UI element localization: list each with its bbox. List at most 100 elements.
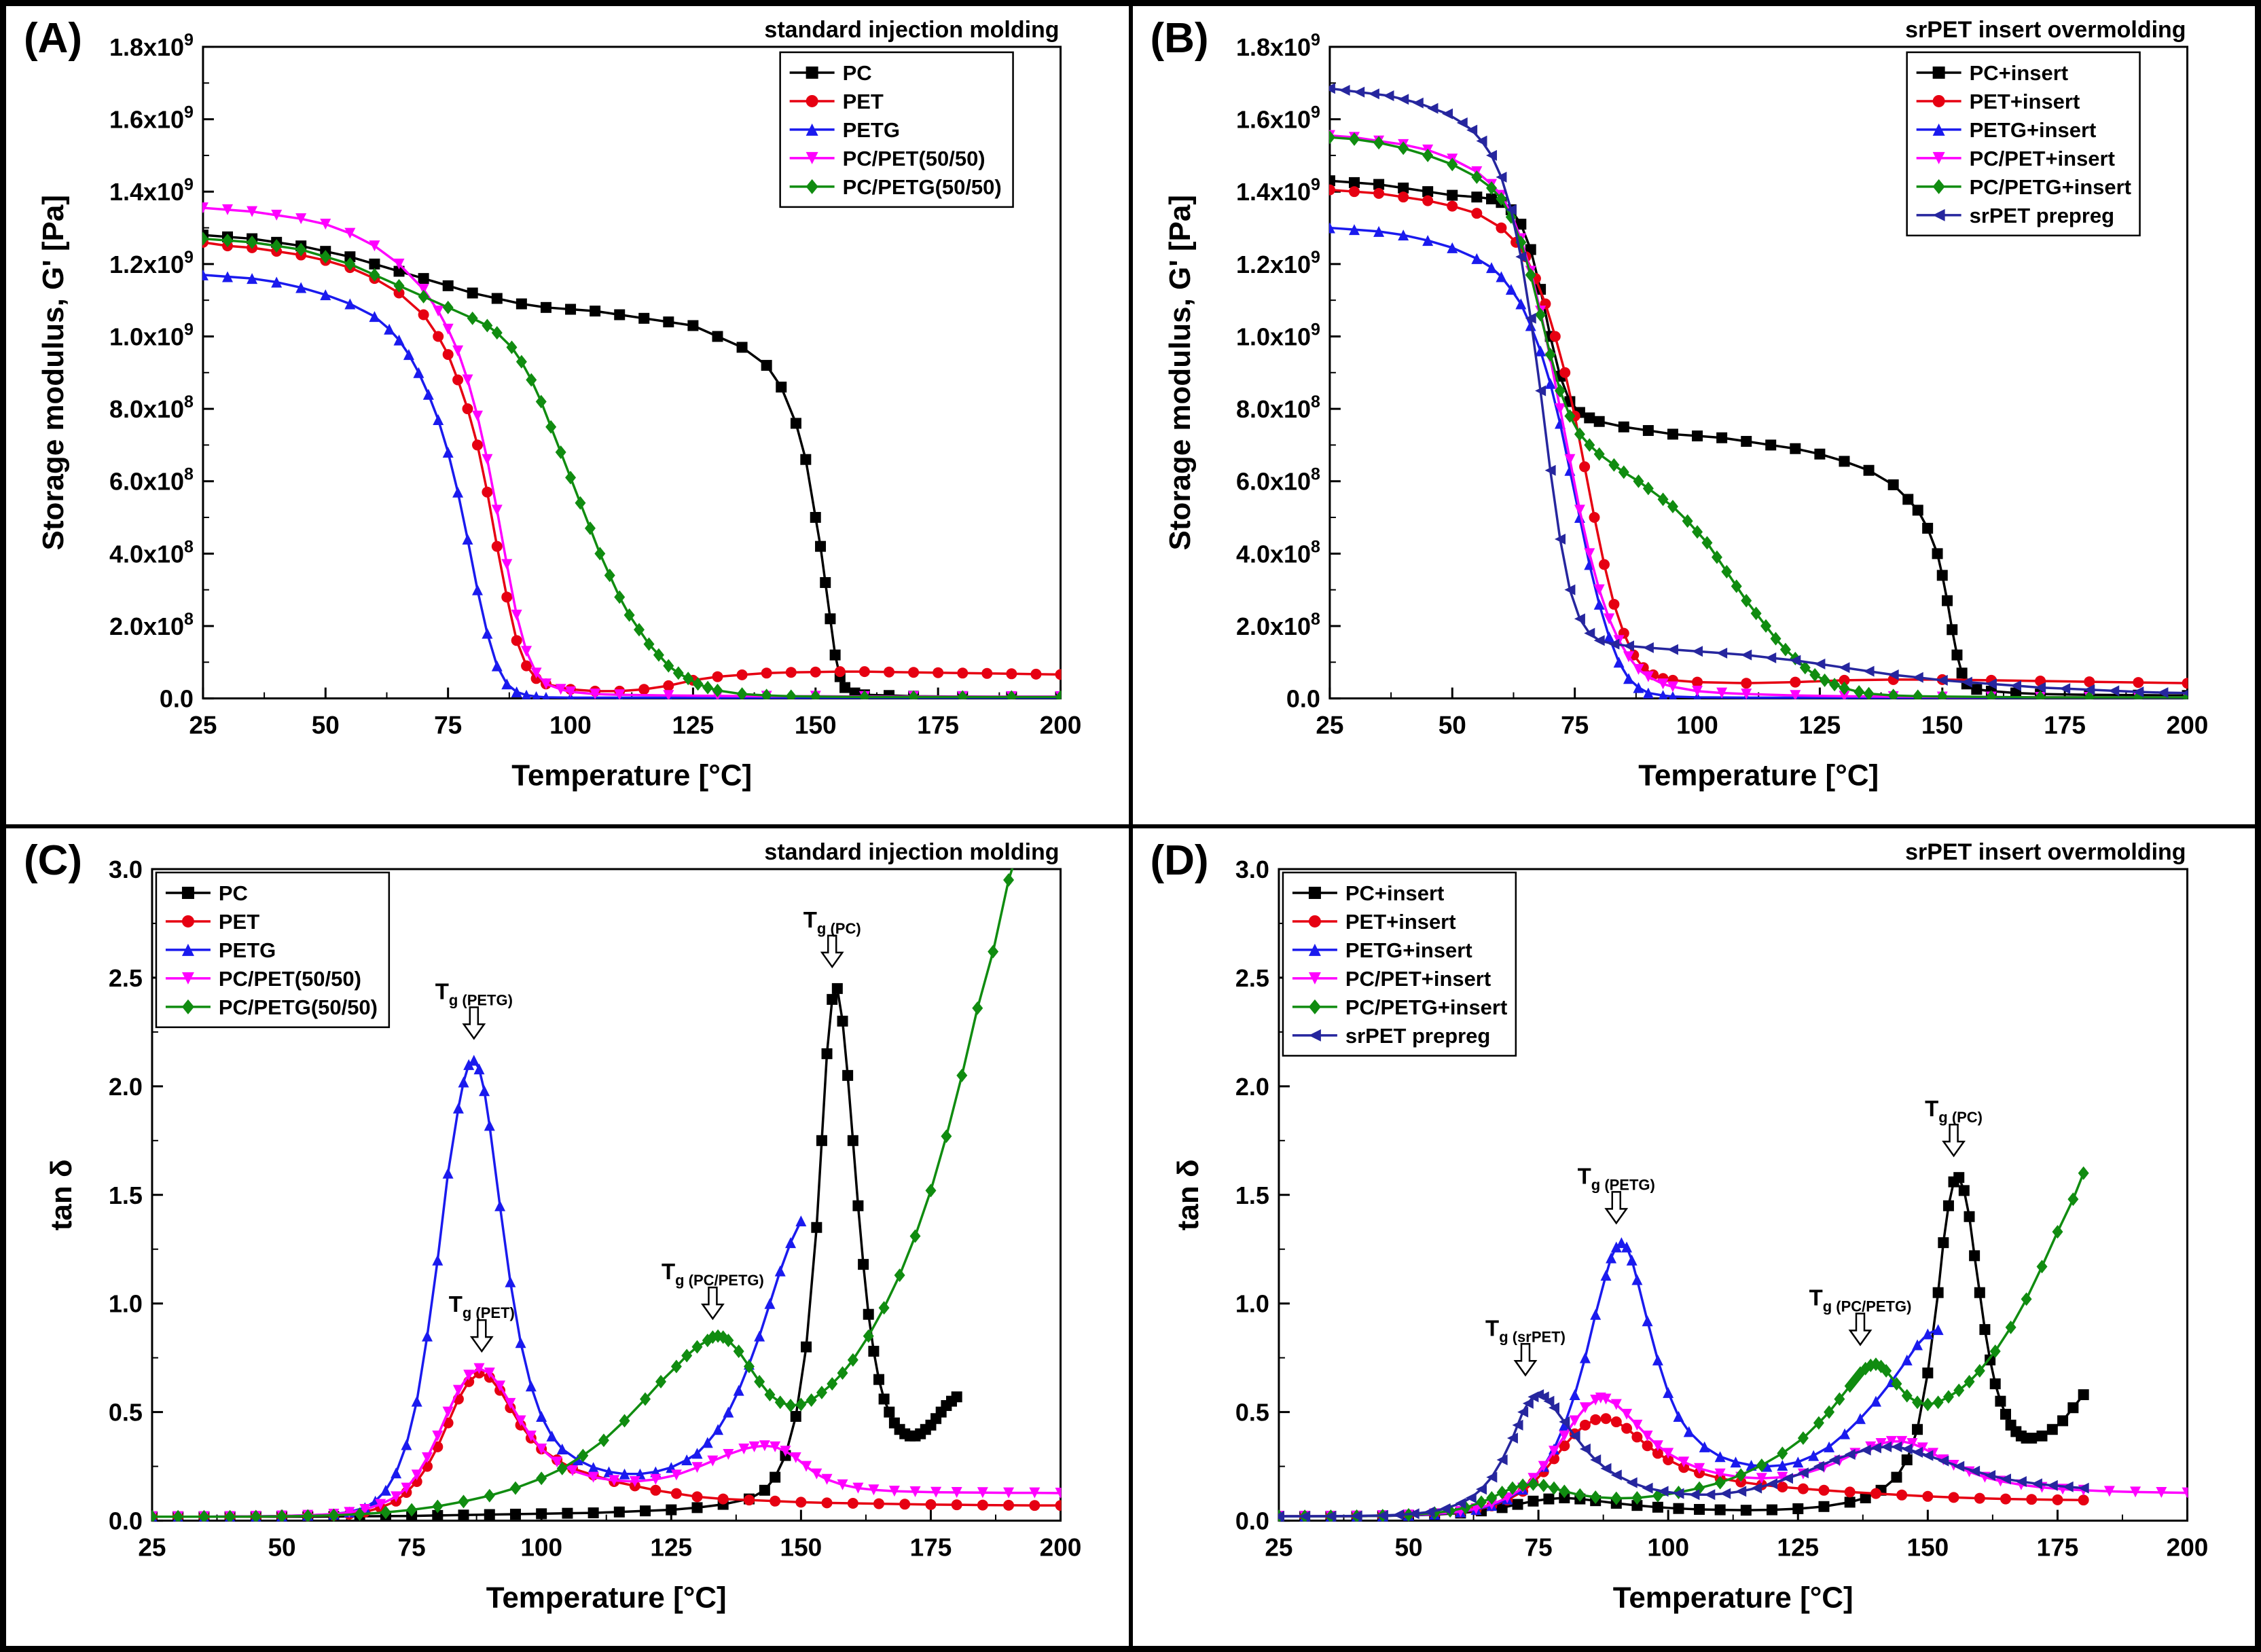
legend-label: PC/PETG+insert (1969, 175, 2131, 199)
svg-text:50: 50 (268, 1533, 295, 1561)
y-axis: 0.0 0.5 1.0 1.5 2.0 2.5 3.0 tan δ (1171, 855, 1290, 1535)
svg-text:150: 150 (1921, 712, 1963, 739)
y-axis: 0.0 2.0x108 4.0x108 6.0x108 8.0x108 1.0x109 1.… (37, 31, 214, 713)
svg-text:25: 25 (138, 1533, 166, 1561)
svg-text:75: 75 (1561, 712, 1589, 739)
y-axis-title: tan δ (1171, 1159, 1204, 1230)
chart-tan-delta-overmolding: 25 50 75 100 125 150 175 200 Temperature [°C] 0.0… (1171, 839, 2208, 1614)
svg-text:1.5: 1.5 (1235, 1181, 1269, 1209)
panel-d: (D) 25 50 75 100 125 150 175 200 Temperature [°C… (1132, 828, 2255, 1646)
series-PC (202, 230, 1062, 699)
y-axis-title: Storage modulus, G' [Pa] (1163, 195, 1196, 550)
svg-text:200: 200 (1040, 712, 1082, 739)
svg-text:2.0: 2.0 (1235, 1072, 1269, 1100)
svg-text:2.0x108: 2.0x108 (109, 610, 194, 640)
svg-text:100: 100 (549, 712, 592, 739)
y-axis: 0.0 2.0x108 4.0x108 6.0x108 8.0x108 1.0x109 1.… (1163, 31, 1341, 713)
svg-text:4.0x108: 4.0x108 (1235, 537, 1320, 568)
svg-text:4.0x108: 4.0x108 (109, 537, 194, 568)
svg-text:100: 100 (1647, 1533, 1689, 1561)
svg-text:0.0: 0.0 (1235, 1507, 1269, 1535)
svg-text:1.6x109: 1.6x109 (109, 103, 194, 134)
svg-text:Tg (PC): Tg (PC) (1925, 1096, 1983, 1126)
chart-tan-delta-injection: 25 50 75 100 125 150 175 200 Temperature [°C] 0.0… (45, 839, 1082, 1614)
svg-text:6.0x108: 6.0x108 (1235, 465, 1320, 496)
tg-annotation: Tg (srPET) (1485, 1315, 1565, 1376)
svg-text:2.5: 2.5 (1235, 963, 1269, 991)
chart-storage-modulus-overmolding: 25 50 75 100 125 150 175 200 Temperature [°C] 0.0… (1163, 17, 2208, 792)
corner-title: srPET insert overmolding (1905, 17, 2186, 43)
svg-text:200: 200 (2166, 1533, 2208, 1561)
svg-text:Tg (PC/PETG): Tg (PC/PETG) (662, 1259, 764, 1289)
legend-label: PC/PET+insert (1969, 147, 2114, 170)
legend-label: PET+insert (1345, 909, 1455, 933)
svg-text:75: 75 (398, 1533, 426, 1561)
series-PETG+insert (1278, 1236, 1944, 1522)
tg-annotation: Tg (PC) (803, 906, 861, 968)
svg-text:1.4x109: 1.4x109 (109, 175, 194, 206)
svg-text:25: 25 (1265, 1533, 1292, 1561)
x-axis-title: Temperature [°C] (486, 1581, 727, 1614)
svg-text:1.5: 1.5 (109, 1181, 143, 1209)
corner-title: srPET insert overmolding (1905, 839, 2186, 864)
svg-text:175: 175 (2036, 1533, 2078, 1561)
series-PC/PET(50/50) (202, 202, 1062, 699)
legend-label: PET (219, 909, 259, 933)
legend-label: PC (843, 61, 872, 85)
svg-text:6.0x108: 6.0x108 (109, 465, 194, 496)
svg-text:200: 200 (1040, 1533, 1082, 1561)
series-srPET prepreg (1328, 83, 2188, 699)
corner-title: standard injection molding (764, 17, 1059, 43)
svg-text:0.5: 0.5 (109, 1398, 143, 1426)
series-PET (202, 236, 1062, 697)
panel-a-letter: (A) (24, 15, 83, 62)
legend-label: PETG (843, 118, 900, 142)
legend-label: PC/PET(50/50) (843, 147, 985, 170)
svg-text:1.0x109: 1.0x109 (109, 320, 194, 350)
y-axis-title: tan δ (45, 1159, 78, 1230)
svg-text:125: 125 (672, 712, 715, 739)
legend-label: PETG+insert (1969, 118, 2096, 142)
svg-text:1.0: 1.0 (1235, 1289, 1269, 1317)
legend-label: PC+insert (1345, 881, 1443, 904)
legend-label: PC/PET+insert (1345, 966, 1490, 990)
panel-b-letter: (B) (1150, 15, 1209, 62)
tg-annotation: Tg (PC) (1925, 1096, 1983, 1157)
svg-text:1.0: 1.0 (109, 1289, 143, 1317)
series-PC/PET(50/50) (151, 1363, 1062, 1522)
svg-text:150: 150 (780, 1533, 822, 1561)
legend: PC PET PETG PC/PET(50/50) PC/PETG(50/50) (155, 871, 391, 1028)
svg-text:0.0: 0.0 (1286, 685, 1320, 713)
tg-annotation: Tg (PETG) (1577, 1163, 1654, 1225)
svg-text:Tg (PET): Tg (PET) (449, 1291, 515, 1321)
legend-label: PC/PETG+insert (1345, 995, 1506, 1018)
legend-label: PC/PETG(50/50) (843, 175, 1002, 199)
tg-annotation: Tg (PC/PETG) (1809, 1285, 1911, 1346)
legend: PC+insert PET+insert PETG+insert PC/PET+ins… (1282, 871, 1517, 1057)
legend: PC+insert PET+insert PETG+insert PC/PET+ins… (1905, 51, 2141, 237)
panel-b: (B) 25 50 75 100 125 150 175 200 Temperature [°C… (1132, 6, 2255, 824)
svg-text:50: 50 (1394, 1533, 1422, 1561)
svg-text:3.0: 3.0 (1235, 855, 1269, 883)
series-PETG+insert (1328, 222, 2188, 699)
corner-title: standard injection molding (764, 839, 1059, 864)
svg-text:2.0x108: 2.0x108 (1235, 610, 1320, 640)
x-axis-title: Temperature [°C] (1638, 759, 1879, 792)
svg-text:100: 100 (1676, 712, 1718, 739)
tg-annotation: Tg (PETG) (435, 978, 513, 1040)
x-axis: 25 50 75 100 125 150 175 200 Temperature [°C] (1316, 687, 2208, 792)
panel-d-letter: (D) (1150, 837, 1209, 884)
legend-label: PETG (219, 938, 276, 961)
svg-text:Tg (PETG): Tg (PETG) (435, 978, 513, 1008)
legend-label: PC/PETG(50/50) (219, 995, 378, 1018)
svg-text:150: 150 (795, 712, 837, 739)
svg-text:1.2x109: 1.2x109 (1235, 248, 1320, 278)
svg-text:0.0: 0.0 (109, 1507, 143, 1535)
svg-text:1.8x109: 1.8x109 (1235, 31, 1320, 61)
svg-text:200: 200 (2166, 712, 2208, 739)
svg-text:1.4x109: 1.4x109 (1235, 175, 1320, 206)
svg-text:Tg (PETG): Tg (PETG) (1577, 1163, 1654, 1193)
series-PC+insert (1328, 175, 2188, 699)
svg-text:125: 125 (650, 1533, 692, 1561)
